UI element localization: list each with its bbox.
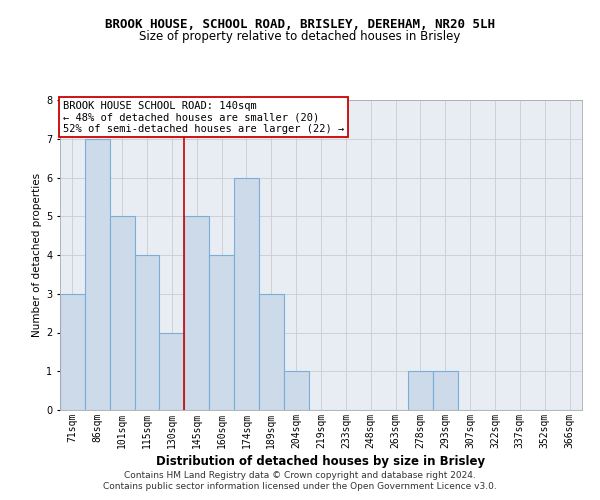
Bar [284,371,308,410]
Bar [160,332,184,410]
X-axis label: Distribution of detached houses by size in Brisley: Distribution of detached houses by size … [157,455,485,468]
Bar [85,138,110,410]
Bar [408,371,433,410]
Text: BROOK HOUSE, SCHOOL ROAD, BRISLEY, DEREHAM, NR20 5LH: BROOK HOUSE, SCHOOL ROAD, BRISLEY, DEREH… [105,18,495,30]
Bar [209,255,234,410]
Text: Size of property relative to detached houses in Brisley: Size of property relative to detached ho… [139,30,461,43]
Text: Contains public sector information licensed under the Open Government Licence v3: Contains public sector information licen… [103,482,497,491]
Text: BROOK HOUSE SCHOOL ROAD: 140sqm
← 48% of detached houses are smaller (20)
52% of: BROOK HOUSE SCHOOL ROAD: 140sqm ← 48% of… [62,100,344,134]
Bar [433,371,458,410]
Bar [184,216,209,410]
Bar [234,178,259,410]
Bar [60,294,85,410]
Bar [110,216,134,410]
Bar [134,255,160,410]
Text: Contains HM Land Registry data © Crown copyright and database right 2024.: Contains HM Land Registry data © Crown c… [124,471,476,480]
Bar [259,294,284,410]
Y-axis label: Number of detached properties: Number of detached properties [32,173,42,337]
